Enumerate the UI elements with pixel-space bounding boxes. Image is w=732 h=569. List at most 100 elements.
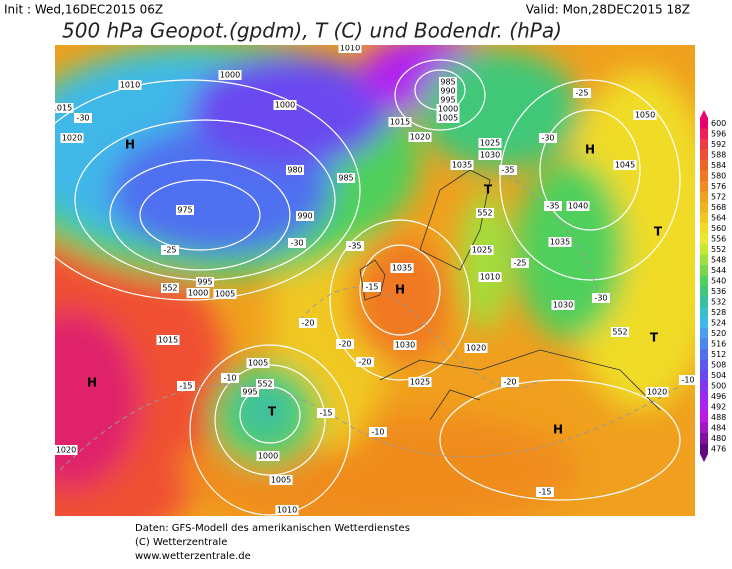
legend-label: 504	[711, 371, 726, 380]
legend-label: 576	[711, 182, 726, 191]
legend-swatch	[700, 433, 708, 444]
label-box	[241, 387, 259, 397]
contour-label: 1025	[480, 139, 500, 148]
legend-label: 592	[711, 140, 726, 149]
legend-label: 500	[711, 381, 726, 390]
legend-label: 588	[711, 150, 726, 159]
label-box	[439, 86, 457, 96]
legend-swatch	[700, 359, 708, 370]
legend-swatch	[700, 170, 708, 181]
contour-label: 975	[177, 206, 192, 215]
label-box	[246, 358, 270, 368]
contour-label: 1020	[62, 134, 82, 143]
contour-label: -35	[348, 242, 361, 251]
contour-label: -35	[546, 202, 559, 211]
legend-swatch	[700, 401, 708, 412]
legend-label: 488	[711, 413, 726, 422]
label-box	[390, 263, 414, 273]
contour-label: 1005	[248, 359, 268, 368]
label-box	[161, 283, 179, 293]
label-box	[539, 133, 557, 143]
contour-label: 990	[440, 87, 455, 96]
legend-swatch	[700, 244, 708, 255]
label-box	[499, 165, 517, 175]
legend-label: 536	[711, 287, 726, 296]
contour-label: 1005	[438, 114, 458, 123]
pressure-center: H	[585, 143, 595, 157]
legend-swatch	[700, 191, 708, 202]
contour-label: -10	[223, 374, 236, 383]
legend-swatch	[700, 370, 708, 381]
contour-label: 1015	[52, 104, 72, 113]
pressure-center: T	[484, 183, 493, 197]
pressure-center: H	[395, 283, 405, 297]
legend-label: 476	[711, 444, 726, 453]
legend-swatch	[700, 139, 708, 150]
pressure-center: T	[268, 405, 277, 419]
label-box	[679, 375, 695, 385]
label-box	[544, 201, 562, 211]
label-box	[369, 427, 387, 437]
legend-label: 496	[711, 392, 726, 401]
label-box	[408, 132, 432, 142]
label-box	[436, 104, 460, 114]
map-title: 500 hPa Geopot.(gpdm), T (C) und Bodendr…	[62, 19, 562, 43]
contour-label: 1005	[271, 476, 291, 485]
contour-label: 1000	[275, 101, 295, 110]
legend-swatch	[700, 149, 708, 160]
contour-label: -15	[179, 382, 192, 391]
label-box	[177, 381, 195, 391]
contour-label: 1000	[188, 289, 208, 298]
label-box	[476, 208, 494, 218]
contour-label: 1010	[340, 44, 360, 53]
contour-label: 1050	[635, 111, 655, 120]
label-box	[256, 379, 274, 389]
label-box	[566, 201, 590, 211]
contour-label: 1035	[452, 161, 472, 170]
contour-label: -25	[513, 259, 526, 268]
legend-label: 580	[711, 171, 726, 180]
contour-label: -20	[503, 378, 516, 387]
label-box	[645, 387, 669, 397]
legend-label: 560	[711, 224, 726, 233]
legend-swatch	[700, 338, 708, 349]
legend-label: 540	[711, 276, 726, 285]
contour-label: -30	[594, 294, 607, 303]
legend-swatch	[700, 412, 708, 423]
legend-label: 552	[711, 245, 726, 254]
contour-label: 995	[440, 96, 455, 105]
contour-label: 990	[297, 212, 312, 221]
init-time: Init : Wed,16DEC2015 06Z	[4, 3, 163, 17]
contour-label: 1025	[410, 378, 430, 387]
contour-label: 1030	[553, 301, 573, 310]
label-box	[388, 117, 412, 127]
legend-swatch	[700, 307, 708, 318]
legend-swatch	[700, 202, 708, 213]
legend-swatch	[700, 160, 708, 171]
legend-label: 492	[711, 402, 726, 411]
footer-line: Daten: GFS-Modell des amerikanischen Wet…	[135, 523, 410, 534]
contour-label: 1020	[410, 133, 430, 142]
contour-label: -35	[501, 166, 514, 175]
contour-label: 552	[162, 284, 177, 293]
legend-arrow	[700, 110, 708, 118]
label-box	[536, 487, 554, 497]
contour-label: 1005	[215, 290, 235, 299]
legend-label: 564	[711, 213, 726, 222]
label-box	[288, 238, 306, 248]
label-box	[221, 373, 239, 383]
valid-time: Valid: Mon,28DEC2015 18Z	[526, 3, 690, 17]
label-box	[275, 505, 299, 515]
footer-line: www.wetterzentrale.de	[135, 551, 251, 562]
label-box	[393, 340, 417, 350]
label-box	[501, 377, 519, 387]
contour-label: 985	[440, 78, 455, 87]
legend-swatch	[700, 265, 708, 276]
pressure-center: H	[87, 376, 97, 390]
legend-swatch	[700, 275, 708, 286]
contour-label: 552	[612, 328, 627, 337]
label-box	[470, 245, 494, 255]
legend-label: 596	[711, 129, 726, 138]
contour-label: 1045	[615, 161, 635, 170]
label-box	[408, 377, 432, 387]
